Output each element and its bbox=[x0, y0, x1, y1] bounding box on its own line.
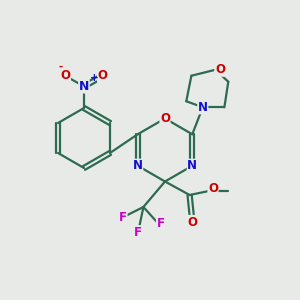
Text: +: + bbox=[89, 73, 98, 83]
Text: N: N bbox=[79, 80, 89, 93]
Text: O: O bbox=[160, 112, 170, 125]
Text: N: N bbox=[133, 159, 143, 172]
Text: O: O bbox=[60, 69, 70, 82]
Text: O: O bbox=[187, 215, 197, 229]
Text: O: O bbox=[215, 63, 225, 76]
Text: F: F bbox=[157, 217, 164, 230]
Text: F: F bbox=[134, 226, 141, 239]
Text: F: F bbox=[119, 211, 127, 224]
Text: O: O bbox=[208, 182, 218, 196]
Text: -: - bbox=[59, 61, 63, 71]
Text: N: N bbox=[198, 101, 208, 114]
Text: N: N bbox=[187, 159, 197, 172]
Text: O: O bbox=[98, 69, 108, 82]
